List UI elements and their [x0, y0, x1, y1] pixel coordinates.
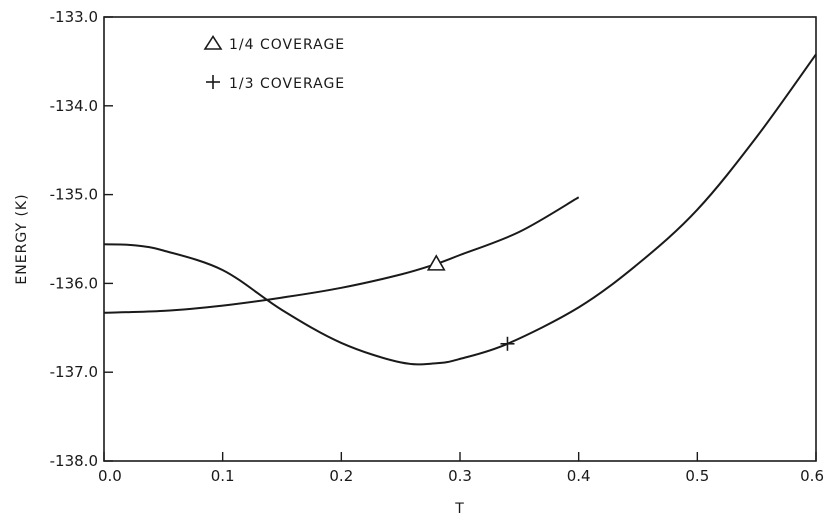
plus-icon: [206, 75, 220, 89]
series-marker-triangle: [426, 254, 446, 271]
series-line-1: [103, 196, 580, 314]
tick-labels: 0.0 0.1 0.2 0.3 0.4 0.5 0.6 -133.0 -134.0 -135.0 -…: [50, 8, 824, 485]
legend: 1/4 COVERAGE 1/3 COVERAGE: [203, 35, 345, 92]
y-tick-label: -137.0: [50, 363, 98, 381]
plot-frame: [103, 16, 817, 462]
triangle-icon: [203, 35, 223, 50]
y-tick-label: -135.0: [50, 186, 98, 204]
series-markers: [426, 254, 515, 351]
y-tick-label: -134.0: [50, 97, 98, 115]
series-lines: [103, 53, 817, 366]
x-axis-title: T: [454, 501, 465, 517]
legend-item-quarter-coverage: 1/4 COVERAGE: [203, 35, 345, 53]
x-tick-label: 0.4: [567, 467, 591, 485]
legend-item-third-coverage: 1/3 COVERAGE: [206, 75, 345, 92]
legend-label: 1/3 COVERAGE: [229, 76, 345, 92]
x-tick-label: 0.1: [211, 467, 235, 485]
y-tick-label: -136.0: [50, 274, 98, 292]
plot-area: [103, 16, 817, 462]
x-tick-label: 0.0: [98, 467, 122, 485]
x-tick-label: 0.6: [800, 467, 824, 485]
x-tick-label: 0.5: [685, 467, 709, 485]
y-tick-label: -138.0: [50, 452, 98, 470]
axis-ticks: [103, 16, 817, 462]
x-tick-label: 0.2: [329, 467, 353, 485]
legend-label: 1/4 COVERAGE: [229, 37, 345, 53]
y-axis-title: ENERGY (K): [14, 193, 30, 284]
x-tick-label: 0.3: [448, 467, 472, 485]
series-line-2: [103, 53, 817, 366]
series-marker-plus: [500, 336, 515, 351]
y-tick-label: -133.0: [50, 8, 98, 26]
